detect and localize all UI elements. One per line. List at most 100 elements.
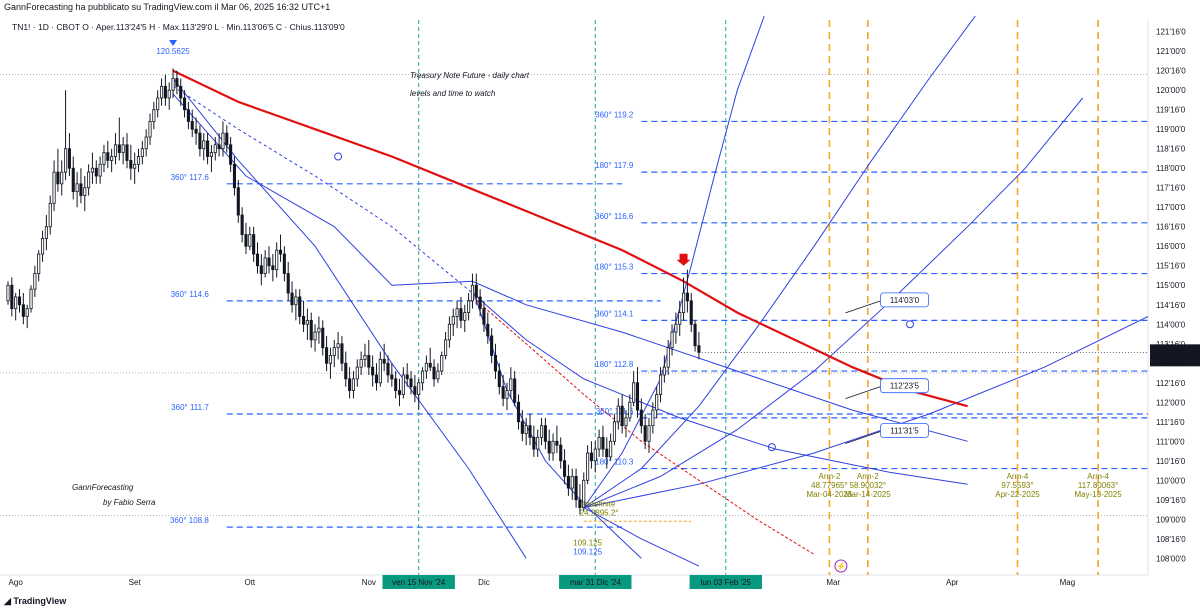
candle-body[interactable] [543, 425, 547, 442]
candle-body[interactable] [490, 335, 494, 356]
candle-body[interactable] [620, 405, 624, 427]
candle-body[interactable] [520, 421, 524, 434]
candle-body[interactable] [451, 316, 455, 325]
candle-body[interactable] [685, 292, 689, 302]
candle-body[interactable] [313, 331, 317, 341]
candle-body[interactable] [655, 394, 659, 411]
candle-body[interactable] [582, 479, 586, 508]
candle-body[interactable] [259, 265, 263, 274]
candle-body[interactable] [275, 249, 279, 271]
candle-body[interactable] [106, 152, 110, 161]
candle-body[interactable] [463, 312, 467, 321]
candle-body[interactable] [563, 460, 567, 477]
candle-body[interactable] [183, 97, 187, 111]
candle-body[interactable] [390, 374, 394, 380]
candle-body[interactable] [98, 163, 102, 177]
candle-body[interactable] [325, 347, 329, 364]
candle-body[interactable] [167, 89, 171, 99]
candle-body[interactable] [693, 323, 697, 347]
candle-body[interactable] [444, 339, 448, 356]
candle-body[interactable] [263, 257, 267, 274]
candle-body[interactable] [117, 144, 121, 154]
candle-body[interactable] [474, 284, 478, 298]
candle-body[interactable] [290, 292, 294, 306]
tradingview-logo[interactable]: ◢ TradingView [4, 596, 66, 607]
candle-body[interactable] [524, 425, 528, 434]
candle-body[interactable] [363, 355, 367, 360]
event-lightning-icon[interactable] [834, 559, 848, 573]
candle-body[interactable] [401, 374, 405, 395]
candle-body[interactable] [539, 425, 544, 438]
candle-body[interactable] [367, 355, 371, 368]
candle-body[interactable] [658, 374, 663, 395]
candle-body[interactable] [267, 257, 271, 267]
price-badge[interactable] [1150, 344, 1200, 367]
candle-body[interactable] [682, 292, 686, 313]
candle-body[interactable] [209, 152, 213, 157]
candle-body[interactable] [171, 78, 175, 91]
candle-body[interactable] [601, 436, 605, 450]
candle-body[interactable] [71, 167, 75, 193]
candle-body[interactable] [232, 163, 237, 189]
candle-body[interactable] [371, 366, 375, 376]
candle-body[interactable] [647, 425, 651, 442]
ohlc-legend[interactable]: TN1! · 1D · CBOT O · Aper.113'24'5 H · M… [12, 22, 345, 32]
candle-body[interactable] [206, 140, 210, 157]
candle-body[interactable] [110, 156, 114, 161]
candle-body[interactable] [505, 390, 509, 399]
candle-body[interactable] [662, 366, 666, 376]
candle-body[interactable] [432, 366, 436, 380]
candle-body[interactable] [455, 308, 459, 317]
candle-body[interactable] [459, 308, 463, 321]
candle-body[interactable] [394, 378, 398, 391]
candle-body[interactable] [555, 440, 559, 446]
candle-body[interactable] [417, 382, 421, 395]
candle-body[interactable] [175, 78, 179, 87]
time-marker-badge[interactable] [559, 575, 632, 589]
time-marker-badge[interactable] [382, 575, 455, 589]
candle-body[interactable] [14, 296, 18, 310]
candle-body[interactable] [497, 370, 501, 388]
candle-body[interactable] [413, 386, 417, 395]
candle-body[interactable] [60, 171, 64, 185]
candle-body[interactable] [202, 140, 206, 150]
candle-body[interactable] [309, 319, 313, 341]
candle-body[interactable] [528, 425, 532, 438]
candle-body[interactable] [386, 362, 390, 376]
candle-body[interactable] [159, 85, 164, 99]
candle-body[interactable] [64, 148, 68, 173]
candle-body[interactable] [37, 253, 41, 274]
candle-body[interactable] [144, 136, 148, 150]
candle-body[interactable] [482, 308, 486, 325]
candle-body[interactable] [6, 284, 10, 302]
candle-body[interactable] [420, 370, 425, 384]
candle-body[interactable] [25, 308, 29, 317]
candle-body[interactable] [317, 327, 321, 333]
candle-body[interactable] [44, 226, 48, 239]
candle-body[interactable] [516, 401, 521, 423]
candle-body[interactable] [670, 331, 674, 349]
candle-body[interactable] [612, 421, 617, 442]
candle-body[interactable] [348, 378, 352, 391]
candle-body[interactable] [271, 265, 275, 271]
candle-body[interactable] [90, 167, 94, 173]
candle-body[interactable] [501, 386, 505, 399]
candle-body[interactable] [194, 128, 198, 134]
candle-body[interactable] [509, 378, 513, 391]
candle-body[interactable] [332, 347, 336, 356]
candle-body[interactable] [551, 440, 555, 454]
candle-body[interactable] [21, 304, 25, 317]
candle-body[interactable] [213, 144, 217, 154]
candle-body[interactable] [75, 183, 79, 193]
candle-body[interactable] [252, 234, 256, 255]
candle-body[interactable] [651, 409, 655, 427]
candle-body[interactable] [29, 288, 33, 310]
candle-body[interactable] [248, 234, 252, 247]
candle-body[interactable] [282, 253, 286, 274]
candle-body[interactable] [440, 355, 444, 372]
candle-body[interactable] [428, 362, 432, 368]
candle-body[interactable] [17, 296, 22, 306]
candle-body[interactable] [559, 444, 563, 462]
candle-body[interactable] [125, 144, 129, 161]
